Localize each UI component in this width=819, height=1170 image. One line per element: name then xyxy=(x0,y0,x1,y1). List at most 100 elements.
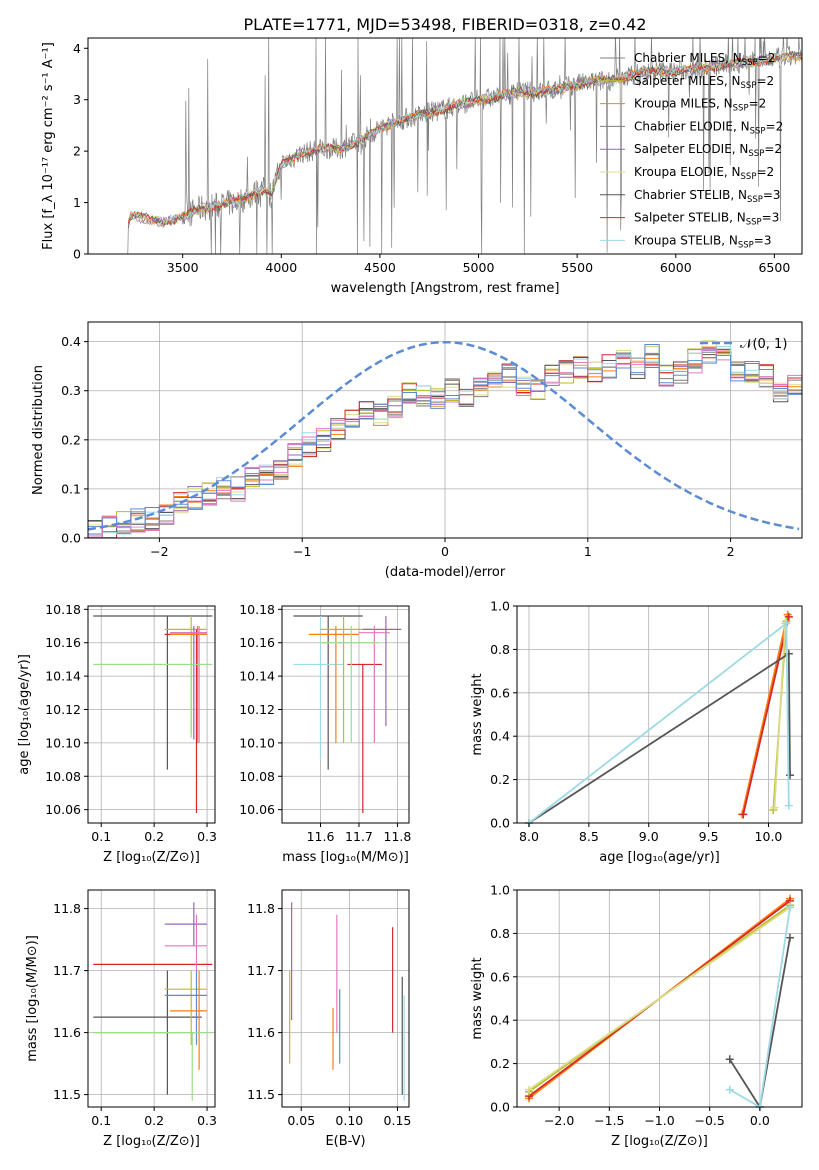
x-tick-label: 2 xyxy=(727,544,735,559)
residual-histogram-step xyxy=(88,349,802,535)
y-tick-label: 0.0 xyxy=(490,1100,510,1115)
y-tick-label: 11.5 xyxy=(53,1087,81,1102)
x-tick-label: 9.0 xyxy=(639,829,659,844)
legend-subscript: SSP xyxy=(748,149,764,159)
y-tick-label: 11.6 xyxy=(53,1025,81,1040)
errorbar-point xyxy=(93,1031,213,1101)
x-tick-label: 5500 xyxy=(561,260,593,275)
y-tick-label: 0.4 xyxy=(490,1013,510,1028)
legend-subscript: SSP xyxy=(738,240,754,250)
y-tick-label: 0.0 xyxy=(61,531,81,546)
y-tick-label: 0.4 xyxy=(61,334,81,349)
legend-suffix: =2 xyxy=(749,97,767,111)
residual-histogram-step xyxy=(88,346,802,536)
y-tick-label: 0.2 xyxy=(490,1056,510,1071)
mass-weight-marker xyxy=(525,1085,534,1094)
y-tick-label: 1.0 xyxy=(490,599,510,614)
x-tick-label: 5000 xyxy=(463,260,495,275)
plot-frame xyxy=(281,889,410,1108)
y-tick-label: 11.8 xyxy=(53,901,81,916)
y-tick-label: 11.7 xyxy=(53,963,81,978)
y-tick-label: 0.0 xyxy=(490,816,510,831)
x-tick-label: 9.5 xyxy=(699,829,719,844)
x-tick-label: 0.2 xyxy=(144,1113,164,1128)
y-tick-label: 1 xyxy=(73,195,81,210)
errorbar-point xyxy=(93,663,213,738)
plot-frame xyxy=(87,37,803,255)
x-axis-label: (data-model)/error xyxy=(385,565,506,580)
x-axis-label: Z [log₁₀(Z/Z⊙)] xyxy=(103,1134,200,1149)
errorbar-point xyxy=(164,629,208,813)
y-tick-label: 10.18 xyxy=(239,602,275,617)
x-tick-label: 0.15 xyxy=(384,1113,412,1128)
mass-weight-marker xyxy=(725,1085,734,1094)
x-tick-label: −2.0 xyxy=(544,1113,574,1128)
errorbar-point xyxy=(347,663,383,813)
y-axis-label: Flux [f_λ 10⁻¹⁷ erg cm⁻² s⁻¹ A⁻¹] xyxy=(41,42,56,250)
x-tick-label: 6500 xyxy=(758,260,790,275)
x-tick-label: −0.5 xyxy=(694,1113,724,1128)
errorbar-point xyxy=(170,626,208,743)
y-tick-label: 10.06 xyxy=(45,802,81,817)
legend-entry: Kroupa ELODIE, NSSP=2 xyxy=(634,165,774,182)
y-axis-label: mass [log₁₀(M/M⊙)] xyxy=(25,935,40,1062)
y-tick-label: 3 xyxy=(73,92,81,107)
plot-frame xyxy=(87,605,216,824)
spectrum-legend: Chabrier MILES, NSSP=2 Salpeter MILES, NS… xyxy=(600,51,783,250)
legend-suffix: =2 xyxy=(756,74,774,88)
y-tick-label: 10.08 xyxy=(239,769,275,784)
legend-entry: Kroupa MILES, NSSP=2 xyxy=(634,97,766,114)
legend-suffix: =2 xyxy=(758,51,776,65)
legend-entry: Chabrier STELIB, NSSP=3 xyxy=(634,188,781,205)
x-axis-label: mass [log₁₀(M/M⊙)] xyxy=(282,850,409,865)
mass-weight-line xyxy=(528,621,790,824)
x-axis-label: E(B-V) xyxy=(325,1134,365,1149)
mass-weight-marker xyxy=(725,1055,734,1064)
y-tick-label: 2 xyxy=(73,144,81,159)
x-tick-label: 0.0 xyxy=(750,1113,770,1128)
errorbar-point xyxy=(170,970,208,1070)
figure-title: PLATE=1771, MJD=53498, FIBERID=0318, z=0… xyxy=(243,15,646,34)
legend-suffix: =2 xyxy=(756,165,774,179)
x-tick-label: 0.3 xyxy=(197,829,217,844)
x-tick-label: 8.0 xyxy=(519,829,539,844)
errorbar-point xyxy=(320,616,371,743)
residual-histogram-step xyxy=(88,345,802,536)
y-tick-label: 0.6 xyxy=(490,969,510,984)
x-tick-label: 0.3 xyxy=(197,1113,217,1128)
y-tick-label: 1.0 xyxy=(490,883,510,898)
x-axis-label: age [log₁₀(age/yr)] xyxy=(599,850,720,865)
model-fit-line xyxy=(128,52,802,228)
x-tick-label: −1.0 xyxy=(644,1113,674,1128)
mass-weight-marker xyxy=(785,933,794,942)
legend-entry: Kroupa STELIB, NSSP=3 xyxy=(634,233,772,250)
mass-weight-line xyxy=(528,652,791,824)
y-tick-label: 11.7 xyxy=(247,963,275,978)
legend-entry: Salpeter MILES, NSSP=2 xyxy=(634,74,774,91)
mass-weight-line xyxy=(741,614,789,815)
y-tick-label: 0.8 xyxy=(490,926,510,941)
mass-weight-marker xyxy=(770,803,779,812)
mass-weight-marker xyxy=(784,612,793,621)
y-axis-label: mass weight xyxy=(470,957,485,1039)
x-tick-label: 11.6 xyxy=(307,829,335,844)
legend-suffix: =3 xyxy=(763,188,781,202)
plot-frame xyxy=(281,605,410,824)
legend-suffix: =3 xyxy=(754,233,772,247)
mass-vs-z-panel: 0.1 0.2 0.3 11.5 11.6 11.7 11.8 Z [log₁₀(Z/Z⊙)]… xyxy=(25,889,217,1149)
gaussian-curve xyxy=(88,340,800,531)
mass-weight-marker xyxy=(785,903,794,912)
errorbar-point xyxy=(293,616,344,760)
x-axis-label: Z [log₁₀(Z/Z⊙)] xyxy=(611,1134,708,1149)
y-tick-label: 0.1 xyxy=(61,481,81,496)
y-tick-label: 0 xyxy=(73,247,81,262)
y-tick-label: 10.10 xyxy=(45,735,81,750)
y-tick-label: 10.06 xyxy=(239,802,275,817)
mass-weight-vs-z-panel: −2.0 −1.5 −1.0 −0.5 0.0 0.0 0.2 0.4 0.6 0.8 1.0 Z [… xyxy=(470,883,803,1149)
x-tick-label: 0.1 xyxy=(91,829,111,844)
y-tick-label: 10.14 xyxy=(45,669,81,684)
residuals-panel: −2 −1 0 1 2 0.0 0.1 0.2 0.3 0.4 (data-model)/error… xyxy=(31,321,803,580)
legend-subscript: SSP xyxy=(747,195,763,205)
legend-entry: Chabrier ELODIE, NSSP=2 xyxy=(634,119,783,136)
